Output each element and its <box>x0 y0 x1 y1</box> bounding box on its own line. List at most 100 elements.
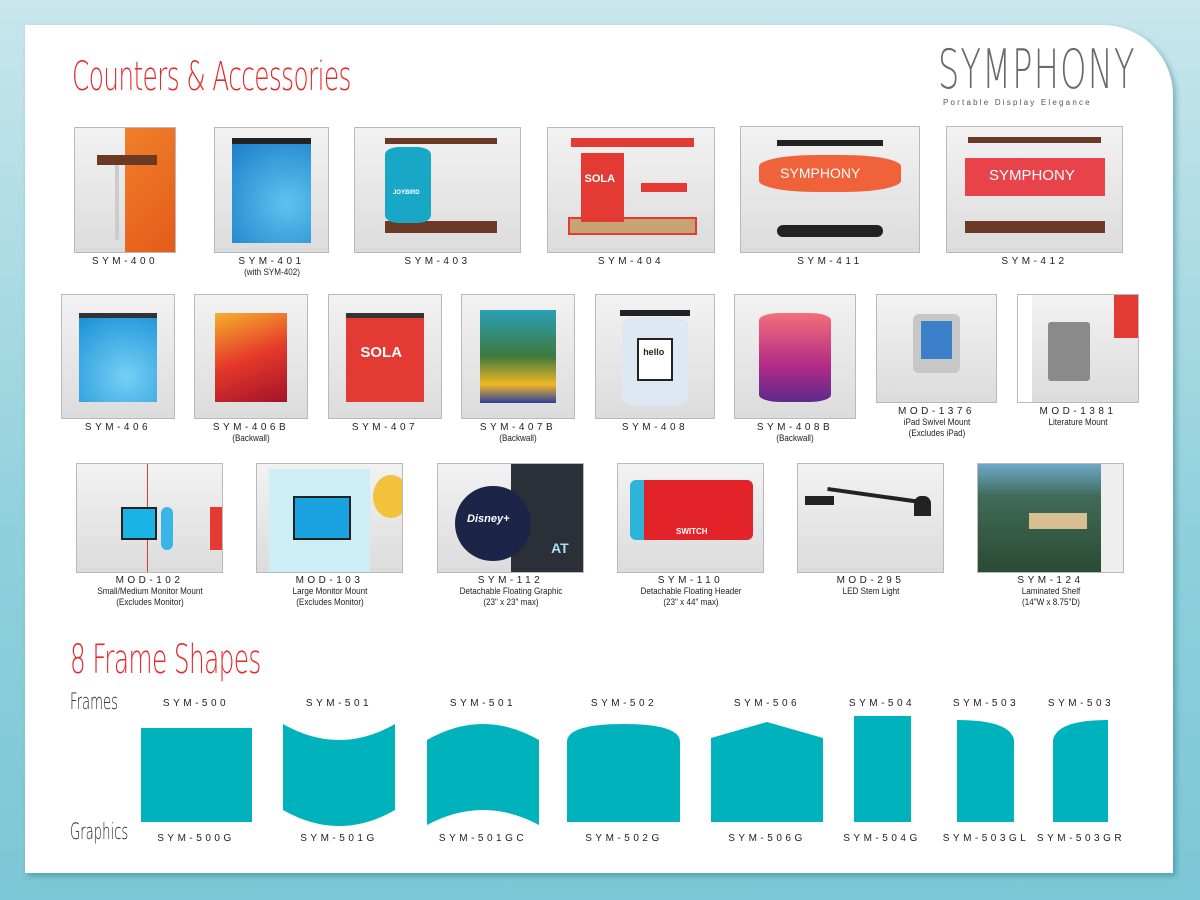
frames-label: Frames <box>70 690 119 715</box>
product-shape <box>115 165 119 240</box>
frame-code: SYM-501 <box>305 698 373 709</box>
product-image-sym-407b <box>461 294 575 419</box>
product-code: SYM-412 <box>1001 256 1068 267</box>
product-label: SYM-406B (Backwall) <box>171 422 331 444</box>
product-shape <box>1048 321 1090 381</box>
product-logo-text: SOLA <box>360 344 403 362</box>
product-shape <box>619 309 691 316</box>
product-code: SYM-407B <box>479 422 557 433</box>
product-image-sym-406 <box>61 294 175 419</box>
product-note: Detachable Floating Graphic <box>459 586 562 596</box>
product-code: SYM-411 <box>797 256 863 267</box>
graphic-code: SYM-501GC <box>438 833 528 844</box>
product-note: Detachable Floating Header <box>640 586 741 596</box>
product-shape <box>637 338 673 382</box>
product-label: SYM-407B (Backwall) <box>438 422 598 444</box>
product-image-mod-1381 <box>1017 294 1139 403</box>
product-note: (Excludes iPad) <box>908 428 965 438</box>
product-label: SYM-412 <box>955 256 1115 267</box>
product-shape <box>1018 295 1033 402</box>
product-note: (Backwall) <box>232 433 270 443</box>
product-code: SYM-407 <box>351 422 419 433</box>
product-shape <box>210 507 222 551</box>
frame-shape-peaked-top <box>711 722 823 822</box>
product-logo-text: hello <box>643 346 665 357</box>
product-shape <box>125 128 175 252</box>
frame-code: SYM-502 <box>590 698 658 709</box>
product-shape <box>215 313 287 402</box>
product-code: SYM-406 <box>84 422 152 433</box>
product-shape <box>384 221 497 234</box>
product-code: MOD-1381 <box>1039 406 1117 417</box>
frame-shape-rectangle <box>141 728 252 822</box>
product-logo-text: JOYBIRD <box>392 190 420 196</box>
product-image-mod-295 <box>797 463 944 573</box>
product-shape <box>1114 295 1138 338</box>
product-code: SYM-408 <box>621 422 689 433</box>
product-logo-text: SWITCH <box>676 526 708 536</box>
product-code: MOD-102 <box>115 575 184 586</box>
product-shape <box>373 474 402 518</box>
brand-logo: SYMPHONY <box>938 38 1136 101</box>
frame-code: SYM-504 <box>848 698 916 709</box>
product-note: LED Stem Light <box>842 586 899 596</box>
product-note: (Excludes Monitor) <box>115 597 184 607</box>
product-shape <box>758 154 902 192</box>
product-code: MOD-295 <box>836 575 905 586</box>
brand-tagline: Portable Display Elegance <box>943 98 1092 107</box>
product-note: Laminated Shelf <box>1021 586 1080 596</box>
product-shape <box>120 507 157 540</box>
product-logo-text: Disney+ <box>467 512 510 525</box>
product-label: SYM-411 <box>750 256 910 267</box>
product-shape <box>776 224 884 237</box>
product-note: Literature Mount <box>1048 417 1108 427</box>
product-logo-text: SYMPHONY <box>989 167 1075 184</box>
product-shape <box>805 496 835 506</box>
product-image-sym-404: SOLA <box>547 127 715 253</box>
frame-code: SYM-500 <box>162 698 230 709</box>
product-code: MOD-1376 <box>898 406 975 417</box>
product-label: SYM-404 <box>551 256 711 267</box>
product-note: (23" x 23" max) <box>482 597 539 607</box>
product-shape <box>455 485 531 562</box>
product-image-sym-401 <box>214 127 329 253</box>
graphic-code: SYM-503GR <box>1036 833 1126 844</box>
product-note: (Backwall) <box>776 433 814 443</box>
product-shape <box>776 139 884 146</box>
product-shape <box>759 313 831 402</box>
product-code: SYM-124 <box>1017 575 1084 586</box>
product-label: SYM-407 <box>305 422 465 433</box>
product-shape <box>293 496 352 540</box>
product-shape <box>914 496 932 516</box>
product-note: (Backwall) <box>499 433 537 443</box>
product-shape <box>921 320 952 360</box>
product-image-sym-124 <box>977 463 1124 573</box>
product-label: SYM-406 <box>38 422 198 433</box>
graphic-code: SYM-501G <box>300 833 378 844</box>
product-shape <box>97 155 157 166</box>
frame-code: SYM-503 <box>1047 698 1115 709</box>
frame-shape-curved-right <box>1053 720 1108 822</box>
product-label: SYM-400 <box>45 256 205 267</box>
product-shape <box>964 220 1105 234</box>
graphic-code: SYM-503GL <box>942 833 1030 844</box>
product-label: SYM-403 <box>358 256 518 267</box>
product-code: SYM-401 <box>238 256 305 267</box>
product-shape <box>571 137 695 147</box>
product-note: Small/Medium Monitor Mount <box>96 586 203 596</box>
product-code: SYM-404 <box>597 256 665 267</box>
product-shape <box>384 146 431 224</box>
product-code: SYM-403 <box>404 256 471 267</box>
product-shape <box>345 313 425 402</box>
product-label: SYM-408 <box>575 422 735 433</box>
product-code: SYM-110 <box>657 575 724 586</box>
product-shape <box>1101 464 1123 572</box>
frame-code: SYM-506 <box>733 698 801 709</box>
product-image-sym-412: SYMPHONY <box>946 126 1123 253</box>
frame-shape-concave-top <box>283 724 395 826</box>
frame-shapes-title: 8 Frame Shapes <box>70 637 261 683</box>
frame-shape-convex-top <box>427 724 539 825</box>
product-label: MOD-1381 Literature Mount <box>998 406 1158 428</box>
product-logo-text: SYMPHONY <box>780 164 861 181</box>
frame-shape-curved-left <box>957 720 1014 822</box>
